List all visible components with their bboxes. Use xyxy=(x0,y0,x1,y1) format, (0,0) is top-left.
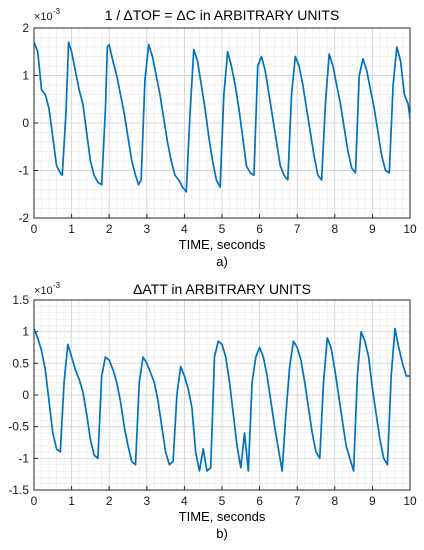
chart-b-y-tick-label: 0.5 xyxy=(12,356,29,370)
chart-b-x-tick-label: 1 xyxy=(68,494,75,508)
chart-b-x-label: TIME, seconds xyxy=(179,509,266,524)
chart-a-exponent-base: ×10 xyxy=(34,11,53,23)
chart-b-x-tick-label: 4 xyxy=(181,494,188,508)
chart-b-title: ΔATT in ARBITRARY UNITS xyxy=(133,281,311,297)
chart-b-x-tick-label: 9 xyxy=(369,494,376,508)
chart-a-x-tick-label: 4 xyxy=(181,222,188,236)
chart-a-series-line xyxy=(33,41,411,193)
chart-a-x-tick-label: 3 xyxy=(143,222,150,236)
chart-a-y-tick-label: 1 xyxy=(22,69,29,83)
chart-b-x-tick-label: 10 xyxy=(403,494,417,508)
chart-a-y-tick-label: 0 xyxy=(22,116,29,130)
chart-b-x-tick-label: 0 xyxy=(31,494,38,508)
chart-b-x-tick-label: 2 xyxy=(106,494,113,508)
chart-a: ×10 -3 1 / ΔTOF = ΔC in ARBITRARY UNITS … xyxy=(18,7,417,269)
chart-a-x-tick-label: 8 xyxy=(331,222,338,236)
chart-a-x-label: TIME, seconds xyxy=(179,237,266,252)
chart-b-x-tick-label: 5 xyxy=(219,494,226,508)
chart-b-series-line xyxy=(33,327,410,472)
chart-b-y-ticks: -1.5 -1 -0.5 0 0.5 1 1.5 xyxy=(8,293,38,497)
chart-b-x-tick-label: 7 xyxy=(294,494,301,508)
chart-b-x-ticks: 0 1 2 3 4 5 6 7 8 9 10 xyxy=(31,486,417,508)
chart-a-title: 1 / ΔTOF = ΔC in ARBITRARY UNITS xyxy=(105,7,340,23)
chart-a-panel-label: a) xyxy=(216,254,228,269)
chart-a-x-tick-label: 6 xyxy=(256,222,263,236)
chart-a-y-tick-label: 2 xyxy=(22,21,29,35)
chart-a-x-tick-label: 2 xyxy=(106,222,113,236)
chart-b: ×10 -3 ΔATT in ARBITRARY UNITS -1.5 -1 -0.… xyxy=(8,281,417,541)
chart-b-y-tick-label: -1 xyxy=(18,451,29,465)
chart-b-y-tick-label: 0 xyxy=(22,388,29,402)
chart-a-x-tick-label: 10 xyxy=(403,222,417,236)
chart-a-y-ticks: -2 -1 0 1 2 xyxy=(18,21,38,225)
chart-a-x-tick-label: 7 xyxy=(294,222,301,236)
chart-b-y-tick-label: 1.5 xyxy=(12,293,29,307)
chart-b-y-tick-label: -0.5 xyxy=(8,420,29,434)
chart-a-x-tick-label: 1 xyxy=(68,222,75,236)
chart-b-exponent-base: ×10 xyxy=(34,285,53,297)
chart-a-x-ticks: 0 1 2 3 4 5 6 7 8 9 10 xyxy=(31,214,417,236)
chart-b-x-tick-label: 6 xyxy=(256,494,263,508)
chart-a-x-tick-label: 9 xyxy=(369,222,376,236)
chart-b-panel-label: b) xyxy=(216,526,228,541)
chart-b-x-tick-label: 8 xyxy=(331,494,338,508)
chart-a-y-tick-label: -2 xyxy=(18,211,29,225)
chart-a-x-tick-label: 0 xyxy=(31,222,38,236)
chart-b-y-tick-label: -1.5 xyxy=(8,483,29,497)
chart-b-x-tick-label: 3 xyxy=(143,494,150,508)
chart-a-x-tick-label: 5 xyxy=(219,222,226,236)
chart-b-exponent-power: -3 xyxy=(53,281,61,290)
chart-a-exponent-power: -3 xyxy=(53,7,61,16)
chart-a-y-tick-label: -1 xyxy=(18,164,29,178)
chart-b-y-tick-label: 1 xyxy=(22,325,29,339)
